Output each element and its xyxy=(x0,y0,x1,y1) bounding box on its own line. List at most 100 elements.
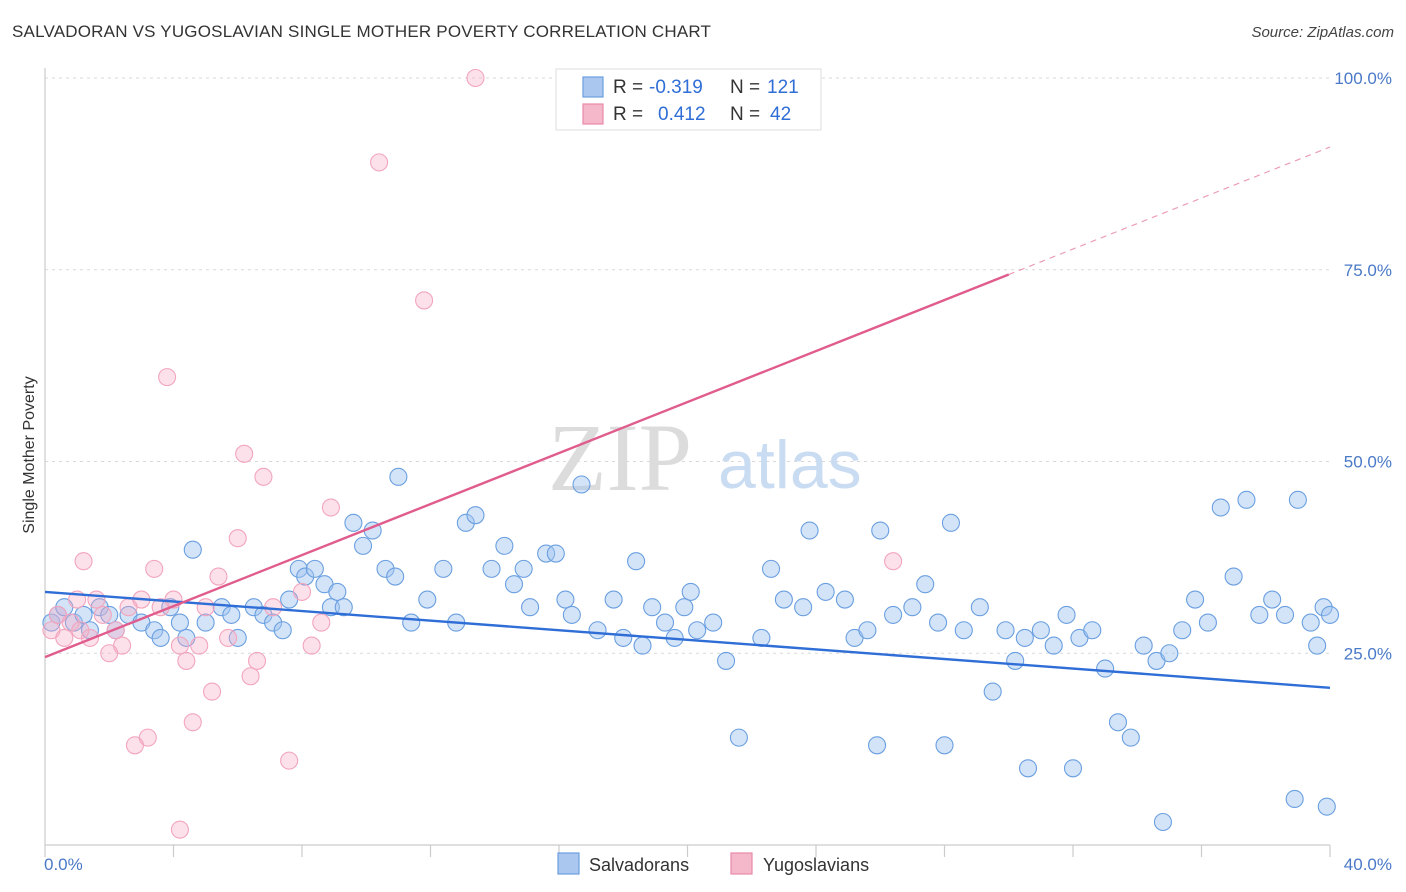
point-salvadorans-43 xyxy=(456,513,475,532)
point-yugoslavians-35 xyxy=(302,636,321,655)
grid-lines xyxy=(45,77,1330,654)
point-salvadorans-86 xyxy=(983,682,1002,701)
point-salvadorans-85 xyxy=(970,598,989,617)
point-salvadorans-81 xyxy=(916,575,935,594)
point-yugoslavians-41 xyxy=(884,552,903,571)
point-salvadorans-46 xyxy=(495,536,514,555)
point-salvadorans-28 xyxy=(305,559,324,578)
point-salvadorans-57 xyxy=(614,628,633,647)
legend-r-label-1: R = xyxy=(613,77,643,98)
point-salvadorans-108 xyxy=(1263,590,1282,609)
point-salvadorans-116 xyxy=(1018,759,1038,778)
point-salvadorans-68 xyxy=(729,728,748,747)
legend-swatch-salvadorans xyxy=(582,76,604,98)
point-yugoslavians-12 xyxy=(113,636,132,655)
point-salvadorans-58 xyxy=(627,552,646,571)
point-salvadorans-16 xyxy=(183,540,202,559)
legend-bottom-swatch-yugoslavians xyxy=(730,852,753,875)
legend-r-label-2: R = xyxy=(613,104,643,125)
point-salvadorans-109 xyxy=(1275,605,1295,624)
point-salvadorans-37 xyxy=(386,567,405,586)
chart-title: SALVADORAN VS YUGOSLAVIAN SINGLE MOTHER … xyxy=(12,22,712,41)
trend-line-extension-yugoslavians xyxy=(1008,146,1331,276)
point-salvadorans-67 xyxy=(716,651,736,670)
point-yugoslavians-38 xyxy=(370,153,389,172)
point-salvadorans-74 xyxy=(816,582,835,601)
point-salvadorans-97 xyxy=(1121,728,1140,747)
axes xyxy=(44,68,1331,857)
legend-n-label-1: N = xyxy=(730,77,760,98)
watermark-atlas: atlas xyxy=(718,427,862,503)
trend-lines xyxy=(44,146,1331,689)
point-yugoslavians-6 xyxy=(74,552,93,571)
legend-n-value-1: 121 xyxy=(767,77,799,98)
point-salvadorans-105 xyxy=(1224,567,1243,586)
point-salvadorans-121 xyxy=(1320,605,1340,624)
point-salvadorans-36 xyxy=(376,559,395,578)
point-salvadorans-30 xyxy=(321,598,340,617)
point-salvadorans-118 xyxy=(1285,789,1304,809)
point-salvadorans-22 xyxy=(254,605,273,624)
x-tick-labels: 0.0% 40.0% xyxy=(44,855,1392,874)
trend-line-salvadorans xyxy=(44,590,1331,689)
point-yugoslavians-17 xyxy=(145,559,164,578)
point-salvadorans-119 xyxy=(1317,797,1336,816)
legend-bottom-label-salvadorans: Salvadorans xyxy=(589,855,689,875)
legend-r-value-2: 0.412 xyxy=(658,104,706,125)
point-salvadorans-54 xyxy=(572,475,591,494)
point-salvadorans-49 xyxy=(521,598,540,617)
point-yugoslavians-33 xyxy=(280,751,299,770)
point-salvadorans-87 xyxy=(996,621,1015,640)
point-salvadorans-47 xyxy=(504,575,524,594)
point-salvadorans-24 xyxy=(273,621,292,640)
point-yugoslavians-43 xyxy=(235,444,254,463)
point-salvadorans-75 xyxy=(835,590,854,609)
point-salvadorans-51 xyxy=(546,544,565,563)
point-yugoslavians-31 xyxy=(254,467,273,486)
point-salvadorans-19 xyxy=(222,605,241,624)
point-yugoslavians-36 xyxy=(312,613,331,632)
y-tick-label-0: 100.0% xyxy=(1334,69,1392,88)
point-yugoslavians-22 xyxy=(177,651,196,670)
legend-swatch-yugoslavians xyxy=(582,103,604,125)
y-tick-label-3: 25.0% xyxy=(1344,644,1392,663)
point-salvadorans-113 xyxy=(1314,598,1333,617)
point-yugoslavians-25 xyxy=(196,598,215,617)
point-salvadorans-102 xyxy=(1186,590,1205,609)
point-yugoslavians-9 xyxy=(93,605,112,624)
point-yugoslavians-26 xyxy=(203,682,222,701)
point-salvadorans-100 xyxy=(1160,644,1179,663)
point-salvadorans-32 xyxy=(334,598,353,617)
point-salvadorans-60 xyxy=(643,598,662,617)
point-salvadorans-84 xyxy=(954,621,973,640)
point-salvadorans-61 xyxy=(655,613,675,632)
point-salvadorans-117 xyxy=(1063,759,1083,778)
point-salvadorans-104 xyxy=(1211,498,1230,517)
point-yugoslavians-40 xyxy=(466,68,485,88)
point-salvadorans-91 xyxy=(1044,636,1063,655)
point-yugoslavians-28 xyxy=(219,628,238,647)
point-yugoslavians-19 xyxy=(158,368,177,387)
point-salvadorans-26 xyxy=(289,559,308,578)
point-yugoslavians-27 xyxy=(209,567,228,586)
point-yugoslavians-30 xyxy=(241,667,260,686)
watermark-zip: ZIP xyxy=(548,404,692,511)
point-salvadorans-38 xyxy=(389,467,408,486)
point-salvadorans-114 xyxy=(867,736,887,755)
point-yugoslavians-2 xyxy=(55,628,74,647)
point-salvadorans-98 xyxy=(1134,636,1153,655)
point-yugoslavians-29 xyxy=(228,529,247,548)
point-yugoslavians-3 xyxy=(61,613,80,632)
point-salvadorans-90 xyxy=(1031,621,1050,640)
point-salvadorans-65 xyxy=(688,621,707,640)
point-yugoslavians-39 xyxy=(415,291,434,310)
point-salvadorans-63 xyxy=(675,598,694,617)
point-salvadorans-50 xyxy=(537,544,556,563)
point-salvadorans-34 xyxy=(353,536,373,555)
point-salvadorans-0 xyxy=(42,613,61,632)
point-salvadorans-111 xyxy=(1301,613,1320,632)
point-yugoslavians-16 xyxy=(138,728,157,747)
point-salvadorans-53 xyxy=(562,605,581,624)
data-points xyxy=(42,68,1340,839)
